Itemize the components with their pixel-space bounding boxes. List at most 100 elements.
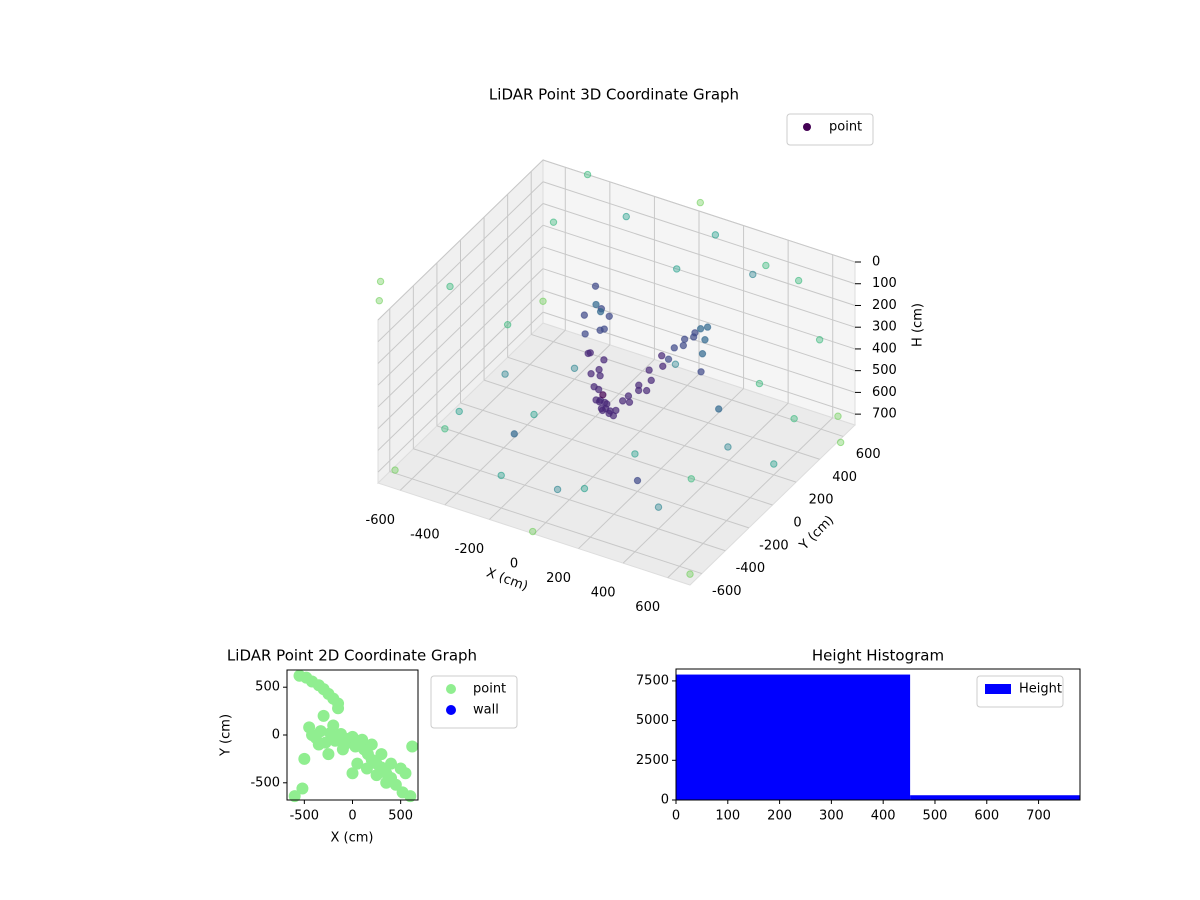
point [770,460,778,468]
grid-line [377,268,544,430]
point [596,307,605,316]
point [686,570,694,578]
point [622,212,630,221]
point [696,325,705,333]
point [590,383,598,391]
z-tick-label: 600 [872,385,897,400]
point [529,527,537,536]
x-axis-label: X (cm) [484,566,530,595]
z-tick-label: 200 [872,298,897,313]
x-tick-label: 100 [715,809,740,824]
point [375,297,383,305]
point [673,265,681,273]
x-tick-label: 300 [819,809,844,824]
point [703,323,712,331]
grid-line [436,425,750,529]
point [580,311,589,319]
legend-marker [446,684,456,694]
z-tick-label: 300 [872,320,897,335]
x-tick-label: -200 [455,542,485,557]
point [303,721,316,734]
point [834,412,842,420]
y-tick-label: -500 [250,775,280,790]
legend-label: point [473,682,506,697]
x-tick-label: 200 [767,809,792,824]
legend-label: wall [473,703,499,718]
grid-line [507,356,820,460]
point [581,330,589,338]
point [591,282,600,290]
point [618,397,627,405]
x-tick-label: 500 [923,809,948,824]
grid-line [413,448,726,552]
y-tick-label: 400 [832,470,857,485]
y-tick-label: 500 [255,680,280,695]
bar [910,795,1080,800]
point [312,738,325,751]
y-tick-label: 7500 [636,673,669,688]
x-tick-label: -500 [290,809,320,824]
point [701,336,709,344]
point [670,344,678,352]
x-tick-label: -600 [366,513,396,528]
point [455,407,463,416]
point [332,702,345,715]
grid-line [377,181,544,343]
chart-title: LiDAR Point 3D Coordinate Graph [489,86,739,104]
x-tick-label: 500 [388,809,413,824]
point [724,443,732,451]
point [762,261,770,270]
point [642,386,651,395]
point [314,725,327,738]
point [680,335,689,343]
point [755,379,764,388]
grid-line [377,159,544,321]
grid-line [389,471,702,575]
point [375,748,388,761]
grid-line [542,181,856,285]
point [659,362,667,370]
x-tick-label: 0 [348,809,356,824]
point [404,790,417,803]
y-tick-label: 2500 [636,753,669,768]
point [380,776,393,789]
point [317,709,330,722]
x-axis-label: X (cm) [331,831,374,846]
y-tick-label: 5000 [636,713,669,728]
point [631,450,639,458]
point [530,410,538,419]
axes-frame [675,668,1081,801]
point [549,218,558,226]
point [336,743,349,756]
point [596,326,604,334]
point [647,376,655,385]
point [376,277,385,286]
legend-box [786,113,874,146]
point [322,748,335,761]
y-tick-label: -400 [736,561,766,576]
grid-line [377,203,544,364]
chart-title: LiDAR Point 2D Coordinate Graph [227,647,477,665]
point [715,405,723,413]
point [790,414,798,423]
point [580,484,589,493]
x-tick-label: 0 [672,809,680,824]
z-tick-label: 0 [872,255,880,270]
y-axis-label: Y (cm) [796,513,837,554]
y-axis-label: Y (cm) [219,714,234,757]
point [370,769,383,782]
point [298,752,311,765]
point [596,372,604,380]
point [406,740,419,753]
legend-swatch [985,684,1011,694]
point [497,471,505,480]
point [671,360,680,368]
grid-line [542,224,856,328]
point [696,198,704,207]
point [327,719,340,732]
x-tick-label: -400 [410,527,440,542]
y-tick-label: 0 [661,793,669,808]
y-tick-label: 600 [856,447,881,462]
bar [676,674,911,800]
